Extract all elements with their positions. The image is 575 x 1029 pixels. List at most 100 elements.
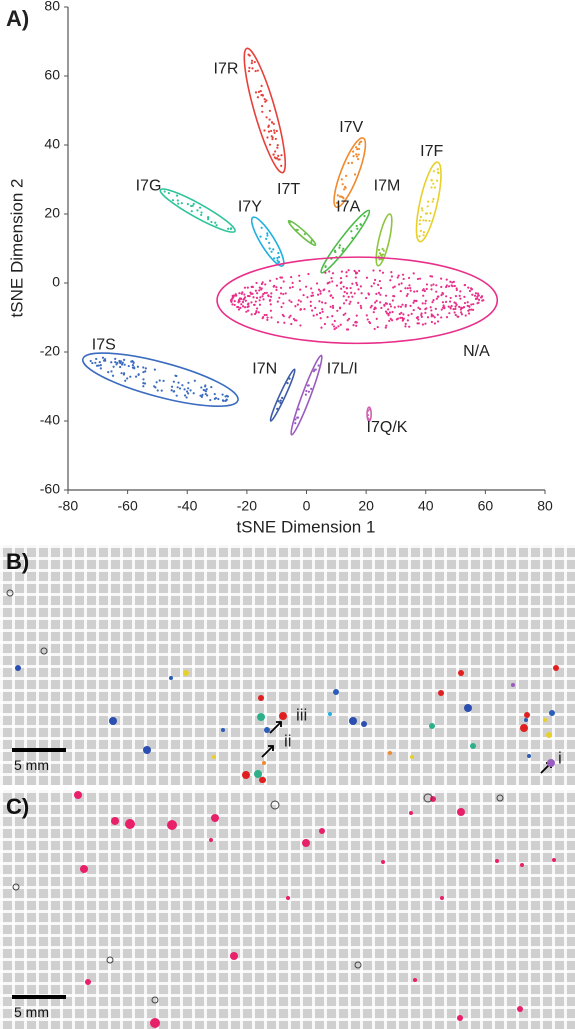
point: [385, 302, 388, 305]
point: [271, 138, 274, 141]
point: [385, 324, 388, 327]
x-tick-label: 0: [303, 498, 311, 514]
point: [306, 296, 309, 299]
point: [472, 308, 475, 311]
point: [127, 364, 130, 368]
point: [259, 90, 262, 93]
point: [204, 385, 207, 388]
point: [418, 307, 422, 311]
point: [337, 325, 340, 328]
point: [233, 303, 236, 307]
droplet: [511, 683, 515, 687]
point: [433, 322, 436, 325]
point: [353, 269, 356, 273]
point: [387, 308, 390, 311]
point: [225, 398, 228, 401]
point: [379, 286, 383, 290]
point: [246, 294, 250, 298]
droplet: [517, 1006, 523, 1012]
cluster-ellipse: [250, 216, 285, 267]
point: [393, 306, 396, 309]
point: [476, 292, 480, 295]
point: [318, 311, 322, 315]
droplet: [349, 717, 357, 725]
cluster-label: I7G: [136, 178, 162, 195]
point: [167, 192, 170, 195]
point: [430, 284, 433, 287]
point: [441, 306, 445, 309]
point: [377, 248, 381, 251]
point: [294, 305, 297, 308]
point: [447, 285, 451, 288]
point: [275, 288, 278, 292]
point: [213, 397, 216, 400]
point: [278, 296, 281, 299]
point: [381, 271, 385, 274]
point: [466, 301, 469, 304]
point: [261, 281, 264, 284]
point: [412, 309, 415, 312]
point: [420, 315, 423, 319]
point: [270, 316, 273, 319]
droplet: [552, 858, 556, 862]
point: [280, 305, 283, 309]
point: [425, 287, 428, 291]
y-tick-label: -40: [40, 412, 60, 428]
point: [382, 249, 385, 252]
tsne-chart: A) tSNE Dimension 1 tSNE Dimension 2 -80…: [6, 0, 553, 536]
point: [284, 292, 287, 295]
point: [418, 277, 422, 280]
point: [416, 290, 419, 293]
point: [353, 173, 357, 176]
point: [112, 365, 115, 368]
point: [276, 256, 279, 260]
point: [126, 377, 129, 380]
point: [430, 179, 433, 182]
point: [322, 289, 325, 292]
point: [263, 129, 266, 132]
point: [363, 214, 366, 218]
droplet: [262, 761, 266, 765]
cluster-ellipse: [81, 352, 239, 407]
point: [430, 288, 433, 291]
point: [432, 182, 435, 185]
point: [98, 360, 101, 364]
point: [346, 319, 349, 322]
point: [296, 303, 299, 306]
point: [280, 276, 284, 279]
point: [404, 287, 407, 290]
cluster-ellipse: [243, 47, 287, 174]
droplet: [242, 771, 250, 779]
point: [342, 285, 345, 288]
point: [397, 317, 400, 320]
point: [470, 308, 473, 311]
point: [431, 200, 434, 203]
point: [379, 301, 382, 304]
point: [375, 299, 378, 302]
x-tick-label: 80: [537, 498, 553, 514]
point: [354, 276, 357, 279]
point: [391, 310, 394, 314]
point: [433, 186, 437, 189]
point: [248, 66, 251, 69]
point: [441, 292, 445, 295]
point: [454, 305, 457, 308]
droplet: [259, 777, 265, 783]
point: [392, 286, 395, 289]
point: [326, 316, 329, 319]
point: [341, 183, 344, 186]
point: [357, 147, 361, 151]
point: [172, 380, 175, 383]
point: [396, 276, 399, 279]
droplet: [40, 647, 48, 655]
point: [303, 233, 306, 236]
point: [424, 311, 427, 314]
point: [482, 299, 485, 302]
point: [379, 253, 383, 257]
point: [319, 292, 322, 295]
point: [156, 389, 159, 392]
point: [460, 313, 464, 316]
point: [180, 202, 183, 205]
droplet: [183, 670, 189, 676]
panel-label: A): [6, 6, 29, 31]
